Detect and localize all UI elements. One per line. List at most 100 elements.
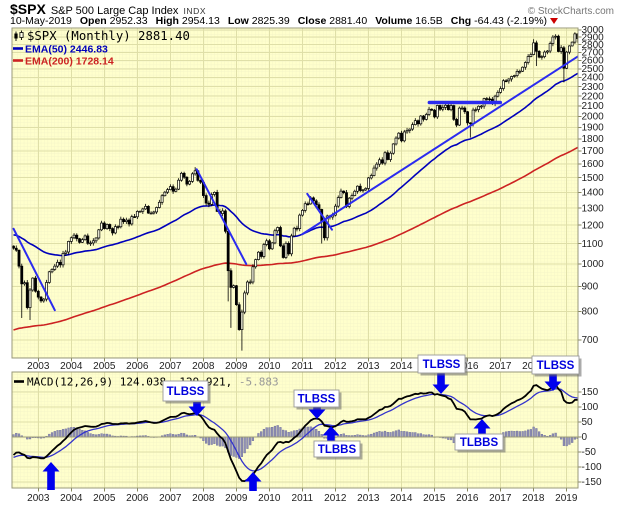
candle-body: [424, 114, 428, 120]
macd-histogram-bar: [538, 431, 541, 438]
candle-body: [17, 249, 21, 267]
x-year-label: 2008: [192, 493, 215, 504]
x-year-label: 2006: [126, 493, 149, 504]
quote-chg: Chg -64.43 (-2.19%): [451, 15, 559, 27]
candle-body: [174, 188, 178, 192]
macd-histogram-bar: [562, 436, 565, 446]
candle-body: [295, 227, 299, 230]
candle-body: [135, 211, 139, 218]
price-tick-label: 1500: [582, 173, 605, 184]
candle-body: [229, 270, 233, 288]
macd-histogram-bar: [183, 433, 186, 438]
price-tick-label: 900: [582, 282, 599, 293]
x-year-label: 2003: [27, 493, 50, 504]
candle-body: [119, 218, 123, 228]
macd-histogram-bar: [282, 429, 285, 438]
candle-body: [58, 261, 62, 266]
macd-histogram-bar: [56, 430, 59, 438]
candle-body: [91, 240, 95, 244]
macd-histogram-bar: [315, 428, 318, 438]
price-tick-label: 1200: [582, 220, 605, 231]
candle-body: [372, 167, 376, 176]
candle-body: [548, 43, 552, 52]
candle-body: [457, 107, 461, 126]
macd-tick-label: 100: [582, 402, 599, 413]
candle-body: [422, 115, 425, 120]
macd-histogram-bar: [257, 433, 260, 438]
candle-body: [532, 42, 536, 55]
candle-body: [226, 230, 230, 272]
symbol: $SPX: [10, 1, 46, 17]
gridlines: [12, 28, 578, 488]
macd-histogram-bar: [251, 436, 255, 441]
annotation-label: TLBSS: [298, 394, 336, 406]
candle-body: [325, 215, 329, 239]
candle-body: [86, 235, 90, 244]
quote-date: 10-May-2019: [10, 15, 72, 27]
candle-body: [350, 195, 354, 199]
candle-body: [122, 218, 125, 222]
x-year-label: 2017: [489, 361, 512, 372]
candle-body: [281, 245, 285, 258]
x-year-label: 2010: [258, 493, 281, 504]
macd-histogram-bar: [571, 436, 574, 443]
plot-border: [11, 27, 579, 359]
price-tick-label: 2400: [582, 73, 605, 84]
candle-body: [485, 98, 489, 100]
candle-body: [83, 235, 87, 241]
macd-histogram-bar: [180, 432, 183, 438]
candle-body: [292, 227, 296, 237]
price-tick-label: 1000: [582, 259, 605, 270]
trendline: [301, 55, 578, 236]
macd-histogram-bar: [518, 431, 521, 438]
macd-tick-label: 150: [582, 387, 599, 398]
candle-body: [273, 230, 277, 244]
candle-body: [265, 240, 269, 245]
macd-histogram-bar: [53, 431, 56, 438]
x-year-label: 2003: [27, 361, 50, 372]
price-tick-label: 800: [582, 307, 599, 318]
candle-body: [515, 71, 519, 76]
candle-body: [402, 131, 406, 142]
candle-body: [312, 197, 315, 202]
candle-body: [193, 170, 197, 175]
x-year-label: 2008: [192, 361, 215, 372]
price-tick-label: 2700: [582, 48, 605, 59]
candle-body: [152, 211, 156, 214]
macd-histogram-bar: [414, 432, 417, 438]
candle-body: [138, 210, 142, 213]
quote-row: 10-May-2019 Open 2952.33 High 2954.13 Lo…: [10, 15, 614, 27]
candle-body: [111, 228, 114, 234]
price-tick-label: 2200: [582, 91, 605, 102]
quote-high: High 2954.13: [155, 15, 220, 27]
candle-body: [100, 222, 103, 231]
macd-histogram-bar: [216, 436, 219, 446]
candle-body: [435, 105, 439, 118]
price-tick-label: 700: [582, 335, 599, 346]
annotation-tlbss: TLBSS: [293, 389, 342, 410]
price-tick-label: 1900: [582, 122, 605, 133]
macd-histogram-bar: [527, 429, 530, 438]
x-year-label: 2013: [357, 361, 380, 372]
candle-body: [113, 226, 117, 234]
price-tick-label: 2000: [582, 112, 605, 123]
candle-body: [53, 265, 57, 270]
candle-body: [413, 120, 417, 125]
candle-body: [339, 190, 343, 198]
annotations: TLBSS TLBSS TLBBS TLBSS TLBBS TLBSS: [42, 354, 582, 491]
macd-histogram-bar: [284, 430, 288, 438]
price-tick-label: 2500: [582, 64, 605, 75]
candle-body: [441, 107, 445, 110]
x-year-label: 2004: [60, 493, 83, 504]
price-tick-label: 1600: [582, 159, 605, 170]
candle-body: [314, 200, 318, 206]
macd-histogram-bar: [532, 426, 535, 438]
candle-body: [207, 202, 211, 205]
trendlines: [12, 55, 578, 312]
candle-body: [116, 226, 120, 228]
candle-body: [361, 189, 365, 192]
price-tick-label: 1700: [582, 146, 605, 157]
macd-histogram-bar: [452, 436, 455, 444]
signal-arrow-down-icon: [308, 407, 326, 419]
candle-body: [248, 281, 252, 284]
